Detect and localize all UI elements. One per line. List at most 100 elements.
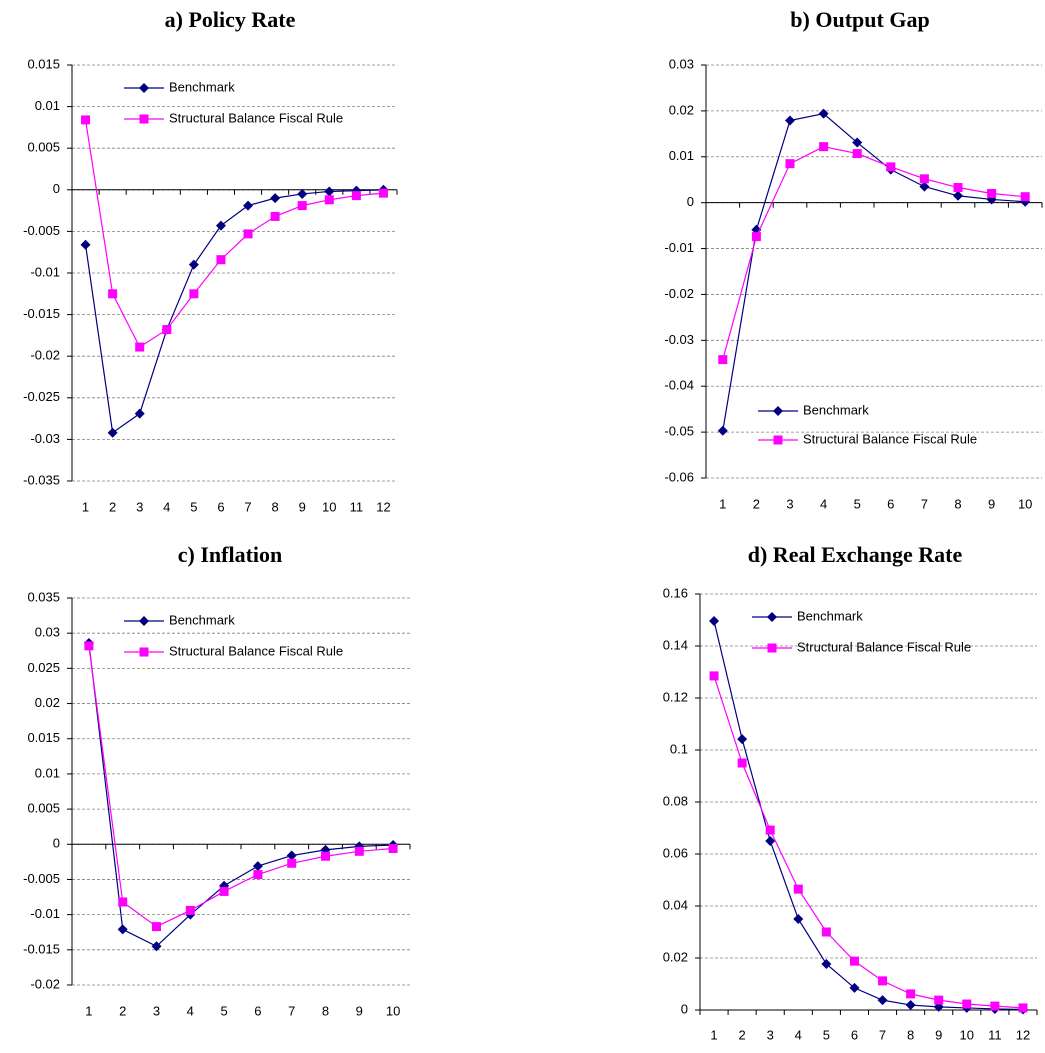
marker <box>270 211 280 221</box>
marker <box>135 342 145 352</box>
x-tick-label: 8 <box>907 1027 914 1042</box>
y-tick-label: 0.005 <box>27 801 60 816</box>
marker <box>990 1001 1000 1011</box>
marker <box>321 851 330 861</box>
x-tick-label: 10 <box>322 499 336 514</box>
chart-title: c) Inflation <box>178 542 283 567</box>
marker <box>162 325 172 335</box>
marker <box>934 995 944 1005</box>
series-line <box>722 112 1026 431</box>
chart-title: a) Policy Rate <box>165 7 296 32</box>
chart-panel: c) Inflation -0.02 -0.015 -0.01 -0.005 0 0.005… <box>23 542 411 1018</box>
marker <box>324 186 335 197</box>
y-tick-label: -0.005 <box>23 223 60 238</box>
marker <box>773 406 783 416</box>
marker <box>189 289 199 299</box>
legend-label: Structural Balance Fiscal Rule <box>169 110 343 125</box>
x-tick-label: 5 <box>220 1003 227 1018</box>
marker <box>243 229 253 239</box>
marker <box>270 193 281 204</box>
y-tick-label: -0.015 <box>23 941 60 956</box>
marker <box>905 1000 916 1011</box>
y-tick-label: 0.005 <box>27 140 60 155</box>
marker <box>188 259 199 270</box>
chart-title: b) Output Gap <box>790 7 929 32</box>
x-tick-label: 9 <box>988 496 995 511</box>
marker <box>819 142 829 152</box>
y-tick-label: -0.06 <box>664 469 694 484</box>
x-tick-label: 6 <box>887 496 894 511</box>
marker <box>297 188 308 199</box>
y-tick-label: -0.005 <box>23 871 60 886</box>
x-tick-label: 2 <box>739 1027 746 1042</box>
marker <box>215 220 226 231</box>
chart-panel: d) Real Exchange Rate 0 0.02 0.04 0.06 0.08 0.… <box>663 542 1038 1042</box>
y-tick-label: -0.01 <box>30 906 60 921</box>
x-tick-label: 8 <box>272 499 279 514</box>
chart-title: d) Real Exchange Rate <box>748 542 963 567</box>
marker <box>709 671 719 681</box>
y-tick-label: 0.06 <box>663 845 688 860</box>
marker <box>852 137 863 148</box>
y-tick-label: 0.025 <box>27 660 60 675</box>
marker <box>877 995 888 1006</box>
y-tick-label: -0.015 <box>23 306 60 321</box>
series-line <box>713 620 1023 1011</box>
marker <box>185 905 195 915</box>
x-tick-label: 5 <box>190 499 197 514</box>
y-tick-label: -0.035 <box>23 472 60 487</box>
marker <box>773 435 783 445</box>
x-tick-label: 4 <box>187 1003 194 1018</box>
marker <box>118 897 128 907</box>
series-line <box>713 675 1023 1009</box>
marker <box>821 927 831 937</box>
marker <box>919 181 930 192</box>
x-tick-label: 6 <box>254 1003 261 1018</box>
x-tick-label: 7 <box>244 499 251 514</box>
series-line <box>722 146 1026 360</box>
marker <box>139 647 149 657</box>
legend-label: Benchmark <box>169 79 235 94</box>
marker <box>378 188 388 198</box>
y-tick-label: 0.015 <box>27 730 60 745</box>
x-tick-label: 10 <box>960 1027 974 1042</box>
marker <box>849 982 860 993</box>
marker <box>139 616 149 626</box>
y-tick-label: 0 <box>53 181 60 196</box>
marker <box>219 886 229 896</box>
marker <box>953 183 963 193</box>
y-tick-label: 0.03 <box>669 56 694 71</box>
y-tick-label: 0.12 <box>663 689 688 704</box>
marker <box>906 989 916 999</box>
marker <box>919 174 929 184</box>
y-tick-label: 0.02 <box>35 695 60 710</box>
y-tick-label: -0.02 <box>30 976 60 991</box>
marker <box>253 870 263 880</box>
marker <box>793 884 803 894</box>
marker <box>785 115 795 126</box>
y-tick-label: 0.035 <box>27 589 60 604</box>
x-tick-label: 9 <box>299 499 306 514</box>
y-tick-label: -0.03 <box>664 332 694 347</box>
x-tick-label: 5 <box>854 496 861 511</box>
legend-label: Benchmark <box>797 608 863 623</box>
x-tick-label: 3 <box>136 499 143 514</box>
legend-label: Benchmark <box>803 402 869 417</box>
marker <box>818 108 829 119</box>
marker <box>737 758 747 768</box>
x-tick-label: 5 <box>823 1027 830 1042</box>
y-tick-label: 0.015 <box>27 56 60 71</box>
marker <box>962 999 972 1009</box>
marker <box>765 825 775 835</box>
marker <box>152 922 161 932</box>
y-tick-label: -0.03 <box>30 431 60 446</box>
series-line <box>84 189 384 434</box>
marker <box>767 612 777 622</box>
marker <box>1018 1003 1028 1013</box>
marker <box>287 858 297 868</box>
y-tick-label: -0.01 <box>664 240 694 255</box>
marker <box>751 232 761 242</box>
y-tick-label: 0.16 <box>663 585 688 600</box>
